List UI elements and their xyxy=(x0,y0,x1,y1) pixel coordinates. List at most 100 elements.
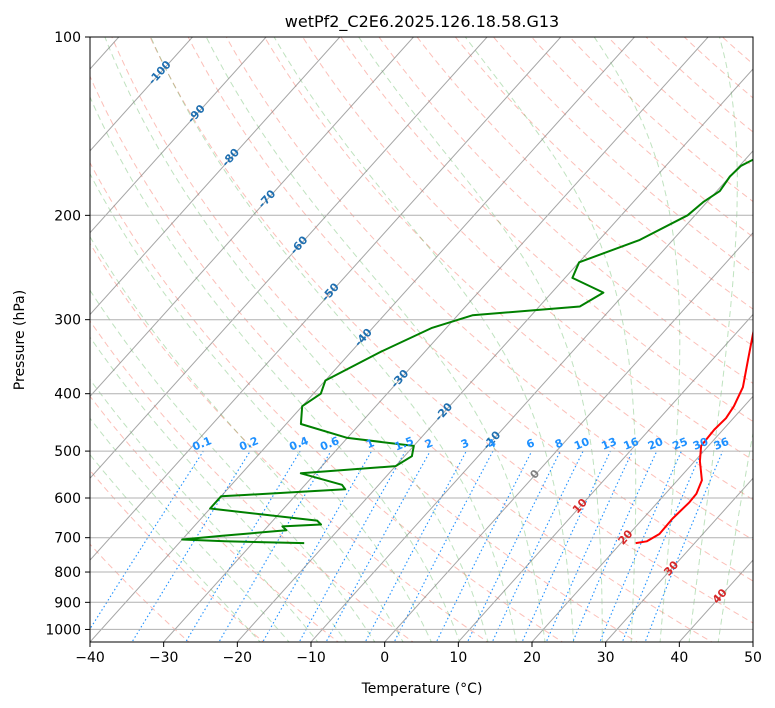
dry-adiabat-line xyxy=(187,37,753,582)
isotherm-line xyxy=(90,37,488,480)
dry-adiabat-line xyxy=(683,37,753,99)
mixing-ratio-line xyxy=(393,450,494,642)
moist-adiabat-line xyxy=(464,37,637,642)
mixing-ratio-line xyxy=(364,450,467,642)
isotherm-line xyxy=(678,559,753,642)
y-tick-label: 800 xyxy=(54,565,81,581)
moist-adiabat-line xyxy=(90,336,347,642)
mixing-ratio-label: 25 xyxy=(671,435,690,453)
dry-adiabat-line xyxy=(90,543,190,642)
x-tick-label: −20 xyxy=(223,650,253,666)
dry-adiabat-line xyxy=(530,37,753,238)
isotherm-line xyxy=(457,313,753,642)
isotherm-line xyxy=(162,37,709,642)
y-tick-label: 300 xyxy=(54,313,81,329)
y-tick-label: 200 xyxy=(54,208,81,224)
mixing-ratio-line xyxy=(621,450,703,642)
x-tick-label: 20 xyxy=(523,650,541,666)
isotherm-line xyxy=(90,37,636,642)
isotherm-line xyxy=(90,37,341,316)
dry-adiabat-line xyxy=(90,320,414,642)
mixing-ratio-line xyxy=(298,450,406,642)
y-tick-label: 600 xyxy=(54,491,81,507)
moist-adiabat-line xyxy=(90,289,376,642)
moist-adiabat-line xyxy=(205,37,546,642)
mixing-ratio-line xyxy=(325,450,431,642)
x-tick-label: 10 xyxy=(449,650,467,666)
moist-adiabats xyxy=(90,37,753,642)
isotherm-line xyxy=(0,24,57,645)
moist-adiabat-line xyxy=(593,37,681,642)
x-tick-label: 0 xyxy=(380,650,389,666)
y-axis-ticks: 100 200 300 400 500 600 700 800 900 1000 xyxy=(45,30,90,638)
dry-adiabat-line xyxy=(149,37,753,624)
isotherm-line xyxy=(90,37,194,152)
dry-adiabat-line xyxy=(492,37,753,274)
dry-adiabat-line xyxy=(90,75,639,642)
moist-adiabat-line xyxy=(104,37,489,642)
dry-adiabat-line xyxy=(645,37,753,133)
isotherm-line xyxy=(310,150,753,642)
sounding-series xyxy=(181,158,753,545)
dry-adiabat-line xyxy=(90,395,340,642)
mixing-ratio-line xyxy=(521,450,611,642)
dry-adiabat-line xyxy=(378,37,753,384)
dry-adiabat-line xyxy=(416,37,753,347)
mixing-ratio-label: 3 xyxy=(459,436,471,451)
isotherm-line xyxy=(383,231,753,642)
plot-frame xyxy=(89,36,754,643)
x-axis-ticks: −40 −30 −20 −10 0 10 20 30 40 50 xyxy=(75,642,762,666)
isotherm-line xyxy=(236,68,753,642)
skewed-isotherms xyxy=(0,24,753,645)
dry-adiabat-line xyxy=(746,24,775,645)
y-tick-label: 100 xyxy=(54,30,81,46)
plot-area: -100-90-80-70-60-50-40-30-20-10010203040… xyxy=(0,24,775,645)
isotherm-line xyxy=(90,37,562,561)
mixing-ratio-line xyxy=(545,450,633,642)
mixing-ratio-line xyxy=(599,450,682,642)
moist-adiabat-line xyxy=(273,37,575,642)
dry-adiabat-line xyxy=(302,37,753,461)
mixing-ratio-line xyxy=(466,450,561,642)
y-tick-label: 1000 xyxy=(45,622,81,638)
x-tick-label: 30 xyxy=(597,650,615,666)
y-tick-label: 700 xyxy=(54,531,81,547)
dry-adiabat-line xyxy=(111,37,713,642)
moist-adiabat-line xyxy=(90,417,290,642)
pressure-gridlines xyxy=(90,37,753,630)
dry-adiabat-line xyxy=(225,37,753,541)
isotherm-line xyxy=(531,395,753,642)
isotherm-line xyxy=(90,37,415,398)
mixing-ratio-label: 6 xyxy=(525,436,537,451)
x-tick-label: −10 xyxy=(296,650,326,666)
isotherm-line xyxy=(90,37,267,234)
dry-adiabat-line xyxy=(340,37,753,423)
chart-title: wetPf2_C2E6.2025.126.18.58.G13 xyxy=(285,12,559,32)
moist-adiabat-line xyxy=(90,235,404,642)
sounding-series-line xyxy=(181,158,753,545)
mixing-ratio-label: 36 xyxy=(712,435,731,453)
moist-adiabat-line xyxy=(717,430,753,642)
dry-adiabat-line xyxy=(90,242,489,642)
dry-adiabat-line xyxy=(569,37,753,203)
y-tick-label: 500 xyxy=(54,444,81,460)
y-tick-label: 900 xyxy=(54,595,81,611)
mixing-ratio-lines xyxy=(90,450,724,642)
x-tick-label: −30 xyxy=(149,650,179,666)
mixing-ratio-label: 20 xyxy=(646,435,665,453)
dry-adiabat-line xyxy=(607,37,753,168)
mixing-ratio-line xyxy=(262,450,373,642)
dry-adiabat-line xyxy=(721,37,753,65)
isotherm-line xyxy=(752,641,753,642)
mixing-ratio-line xyxy=(644,450,724,642)
x-tick-label: −40 xyxy=(75,650,105,666)
mixing-ratio-line xyxy=(218,450,332,642)
y-tick-label: 400 xyxy=(54,387,81,403)
x-tick-label: 50 xyxy=(744,650,762,666)
moist-adiabat-line xyxy=(90,172,432,642)
isotherm-line xyxy=(604,477,753,642)
mixing-ratio-label: 13 xyxy=(600,435,619,453)
